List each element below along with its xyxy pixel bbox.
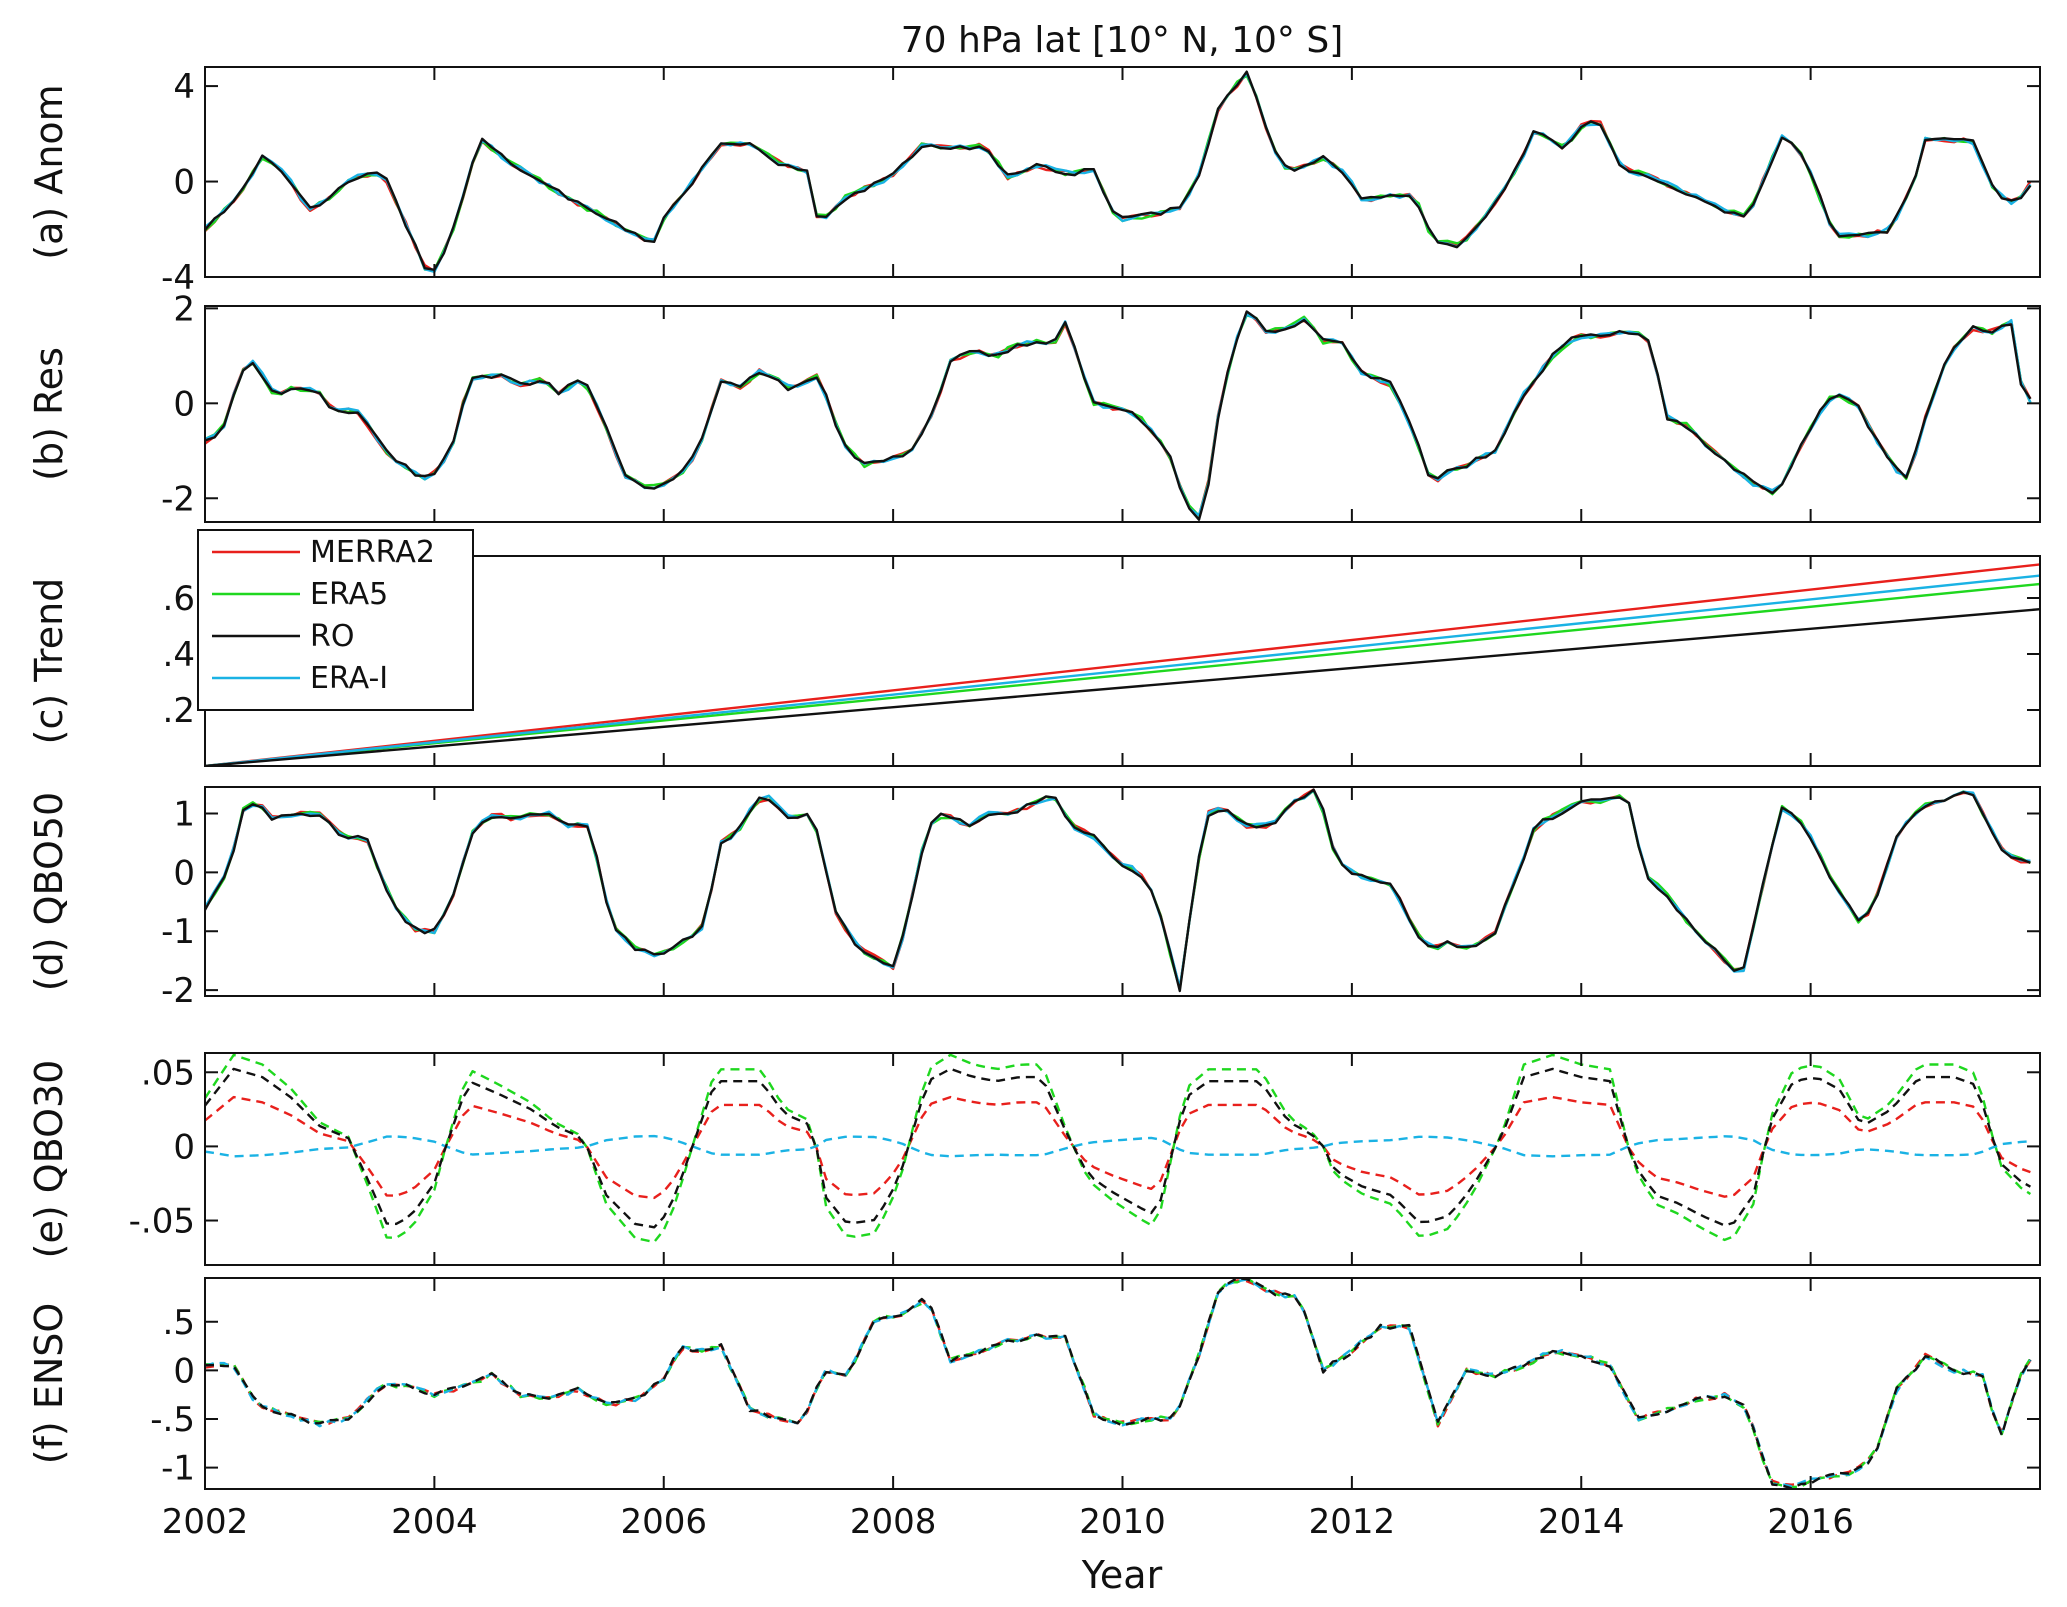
series-line-c-era-i bbox=[205, 574, 2040, 766]
series-line-e-era5 bbox=[205, 1053, 2032, 1244]
y-tick-label-a: 0 bbox=[173, 163, 195, 203]
y-tick-label-b: 0 bbox=[173, 384, 195, 424]
x-tick-label: 2008 bbox=[850, 1502, 937, 1542]
panel-c-lines bbox=[205, 563, 2040, 766]
series-line-a-ro bbox=[205, 70, 2032, 271]
series-line-c-ro bbox=[205, 608, 2040, 766]
y-tick-label-b: -2 bbox=[161, 479, 195, 519]
y-axis-label-f: (f) ENSO bbox=[27, 1303, 71, 1465]
legend-box bbox=[197, 529, 474, 711]
y-tick-label-d: -2 bbox=[161, 971, 195, 1011]
panel-a-lines bbox=[205, 70, 2032, 274]
legend-entry-merra2: MERRA2 bbox=[310, 535, 435, 570]
y-tick-label-f: -1 bbox=[161, 1449, 195, 1489]
series-line-f-ro bbox=[205, 1278, 2032, 1489]
panel-b-lines bbox=[205, 310, 2032, 521]
legend-entry-ro: RO bbox=[310, 619, 354, 654]
y-axis-label-b: (b) Res bbox=[27, 347, 71, 481]
panel-e: -.05 0 .05 (e) QBO30 bbox=[27, 1052, 2041, 1266]
panel-f: -1 -.5 0 .5 (f) ENSO bbox=[27, 1277, 2041, 1490]
x-tick-label: 2010 bbox=[1079, 1502, 1166, 1542]
x-tick-label: 2016 bbox=[1767, 1502, 1854, 1542]
x-axis-label: Year bbox=[1081, 1553, 1163, 1597]
x-tick-label: 2004 bbox=[391, 1502, 478, 1542]
y-tick-label-e: .05 bbox=[141, 1053, 195, 1093]
series-line-f-era-i bbox=[205, 1278, 2032, 1488]
y-tick-label-f: .5 bbox=[163, 1303, 195, 1343]
series-line-e-ro bbox=[205, 1067, 2031, 1229]
panel-d-lines bbox=[205, 788, 2031, 993]
panel-c: .2 .4 .6 (c) Trend bbox=[27, 555, 2041, 767]
series-line-b-ro bbox=[205, 310, 2032, 521]
series-line-c-merra2 bbox=[205, 563, 2040, 766]
panel-b: -2 0 2 (b) Res bbox=[27, 289, 2041, 523]
x-tick-label: 2014 bbox=[1538, 1502, 1625, 1542]
y-tick-label-b: 2 bbox=[173, 289, 195, 329]
y-axis-label-e: (e) QBO30 bbox=[27, 1060, 71, 1259]
y-tick-label-f: -.5 bbox=[150, 1400, 195, 1440]
y-axis-label-c: (c) Trend bbox=[27, 578, 71, 745]
y-tick-label-d: 0 bbox=[173, 853, 195, 893]
y-tick-label-e: -.05 bbox=[129, 1202, 195, 1242]
legend-entry-era5: ERA5 bbox=[310, 577, 388, 612]
y-tick-label-e: 0 bbox=[173, 1127, 195, 1167]
y-tick-label-f: 0 bbox=[173, 1351, 195, 1391]
series-line-c-era5 bbox=[205, 582, 2040, 766]
legend-entry-era-i: ERA-I bbox=[310, 661, 388, 696]
chart-title: 70 hPa lat [10° N, 10° S] bbox=[901, 20, 1344, 61]
x-tick-label: 2012 bbox=[1309, 1502, 1396, 1542]
y-tick-label-c: .2 bbox=[163, 691, 195, 731]
x-tick-label: 2002 bbox=[162, 1502, 249, 1542]
y-tick-label-c: .4 bbox=[163, 635, 195, 675]
y-tick-label-d: -1 bbox=[161, 912, 195, 952]
series-line-e-merra2 bbox=[205, 1095, 2031, 1200]
y-tick-label-a: -4 bbox=[161, 258, 195, 298]
panel-e-lines bbox=[205, 1053, 2032, 1244]
series-line-d-ro bbox=[205, 788, 2031, 993]
y-tick-label-d: 1 bbox=[173, 794, 195, 834]
series-line-e-era-i bbox=[205, 1134, 2031, 1158]
x-tick-label: 2006 bbox=[620, 1502, 707, 1542]
y-tick-label-c: .6 bbox=[163, 579, 195, 619]
y-axis-label-a: (a) Anom bbox=[27, 84, 71, 259]
legend: MERRA2 ERA5 RO ERA-I bbox=[197, 529, 474, 711]
panel-a: -4 0 4 (a) Anom bbox=[27, 66, 2041, 298]
panels-layer: -4 0 4 (a) Anom -2 0 2 (b) Res .2 .4 .6 (c) Trend -2… bbox=[27, 66, 2041, 1542]
y-tick-label-a: 4 bbox=[173, 67, 195, 107]
y-axis-label-d: (d) QBO50 bbox=[27, 792, 71, 991]
panel-d: -2 -1 0 1 (d) QBO50 bbox=[27, 786, 2041, 1011]
panel-f-lines bbox=[205, 1278, 2032, 1489]
